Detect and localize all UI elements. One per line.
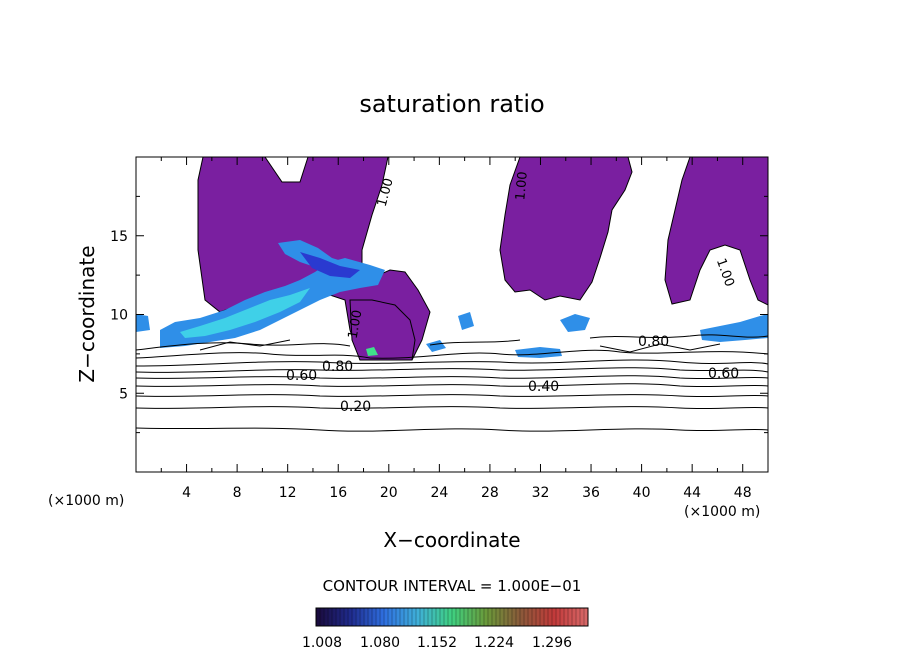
- region-plume-3: [664, 156, 769, 306]
- x-unit-right: (×1000 m): [684, 504, 760, 520]
- colorbar-tick-label: 1.296: [532, 635, 572, 651]
- contour-interval-label: CONTOUR INTERVAL = 1.000E−01: [323, 577, 582, 595]
- contour-label: 0.20: [340, 399, 371, 415]
- blue-patch-left-edge: [136, 314, 150, 332]
- contour-1-00-a: [199, 339, 291, 351]
- colorbar-tick-label: 1.224: [474, 635, 514, 651]
- contour-lines: [135, 334, 769, 432]
- contour-label-group: 1.00 1.00 1.00 1.00 0.80 0.80 0.60 0.60 …: [286, 171, 739, 415]
- colorbar-ticks: 1.008 1.080 1.152 1.224 1.296: [302, 635, 572, 651]
- contour-label: 0.40: [528, 379, 559, 395]
- contour-1-00-b: [599, 343, 721, 353]
- blue-patch-36: [560, 314, 590, 332]
- contour-0-20: [135, 406, 769, 410]
- contour-label: 1.00: [513, 171, 530, 201]
- x-tick-label: 8: [233, 485, 242, 501]
- y-tick-label: 15: [110, 229, 128, 245]
- blue-patch-mid: [515, 347, 562, 358]
- green-spot: [366, 347, 378, 356]
- blue-patch-27: [458, 312, 474, 330]
- cyan-band-left: [180, 288, 310, 338]
- colorbar-tick-label: 1.152: [417, 635, 457, 651]
- x-tick-label: 24: [430, 485, 448, 501]
- x-tick-label: 32: [532, 485, 550, 501]
- x-tick-label: 28: [481, 485, 499, 501]
- colorbar-tick-label: 1.080: [360, 635, 400, 651]
- contour-label: 0.60: [708, 366, 739, 382]
- colorbar-gradient: [315, 607, 589, 627]
- y-axis-label: Z−coordinate: [75, 245, 99, 382]
- colorbar-tick-label: 1.008: [302, 635, 342, 651]
- x-tick-label: 48: [734, 485, 752, 501]
- region-plume-2: [499, 156, 633, 301]
- x-tick-label: 20: [380, 485, 398, 501]
- x-tick-label: 12: [279, 485, 297, 501]
- contour-label: 0.80: [638, 334, 669, 350]
- contour-0-70: [135, 359, 769, 367]
- contour-0-30: [135, 394, 769, 398]
- y-axis: 5 10 15: [110, 195, 768, 434]
- x-axis-label: X−coordinate: [383, 528, 520, 552]
- plot-area: 1.00 1.00 1.00 1.00 0.80 0.80 0.60 0.60 …: [135, 156, 769, 473]
- colorbar: [315, 607, 589, 627]
- contour-0-60: [135, 367, 769, 373]
- contour-0-50: [135, 375, 769, 380]
- x-axis: 4 8 12 16 20 24 28 32 36 40 44 48: [160, 157, 752, 501]
- contour-label: 1.00: [346, 309, 366, 340]
- y-tick-label: 10: [110, 308, 128, 324]
- x-tick-label: 44: [683, 485, 701, 501]
- contour-label: 0.60: [286, 368, 317, 384]
- region-lower-anvil: [349, 299, 416, 361]
- x-tick-label: 4: [182, 485, 191, 501]
- contour-0-40: [135, 383, 769, 388]
- contour-0-80: [135, 349, 769, 359]
- chart-title: saturation ratio: [359, 90, 544, 118]
- contour-label: 1.00: [375, 177, 397, 209]
- y-tick-label: 5: [119, 386, 128, 402]
- contour-label: 0.80: [322, 359, 353, 375]
- contour-0-90: [135, 334, 769, 351]
- blue-patch-22: [426, 340, 446, 352]
- x-tick-label: 36: [582, 485, 600, 501]
- contour-0-10: [135, 427, 769, 432]
- x-tick-label: 16: [329, 485, 347, 501]
- x-tick-label: 40: [633, 485, 651, 501]
- deep-blue-core: [300, 252, 360, 278]
- x-unit-left: (×1000 m): [48, 493, 124, 509]
